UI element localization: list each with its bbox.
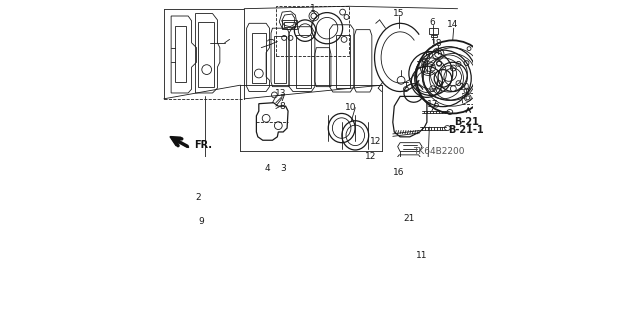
Bar xyxy=(282,20,297,29)
Text: 7: 7 xyxy=(279,94,285,103)
Bar xyxy=(429,28,438,34)
Bar xyxy=(284,22,295,27)
Text: 6: 6 xyxy=(429,18,435,27)
Text: 4: 4 xyxy=(265,164,271,173)
Text: 15: 15 xyxy=(394,9,405,18)
Text: 9: 9 xyxy=(198,217,204,226)
Text: TK64B2200: TK64B2200 xyxy=(413,147,465,156)
Text: 20: 20 xyxy=(459,83,470,92)
Bar xyxy=(463,93,473,104)
Text: 16: 16 xyxy=(394,168,405,177)
Text: B-21-1: B-21-1 xyxy=(449,124,484,135)
Text: 11: 11 xyxy=(416,251,428,260)
Text: FR.: FR. xyxy=(195,140,212,150)
Text: 3: 3 xyxy=(280,164,286,173)
Text: 8: 8 xyxy=(279,102,285,111)
Bar xyxy=(431,34,436,37)
Text: 13: 13 xyxy=(275,89,287,99)
Text: 17: 17 xyxy=(426,100,438,109)
Text: 2: 2 xyxy=(195,193,201,202)
Text: 10: 10 xyxy=(345,103,356,112)
Text: 18: 18 xyxy=(431,39,442,48)
Text: B-21: B-21 xyxy=(454,117,479,127)
Text: 1: 1 xyxy=(310,4,316,13)
Text: 14: 14 xyxy=(447,20,458,29)
Text: 12: 12 xyxy=(365,152,376,161)
Bar xyxy=(276,6,349,56)
Text: 12: 12 xyxy=(370,137,381,146)
Text: 19: 19 xyxy=(416,61,428,70)
Text: 5: 5 xyxy=(424,52,430,61)
Text: 21: 21 xyxy=(403,214,415,223)
